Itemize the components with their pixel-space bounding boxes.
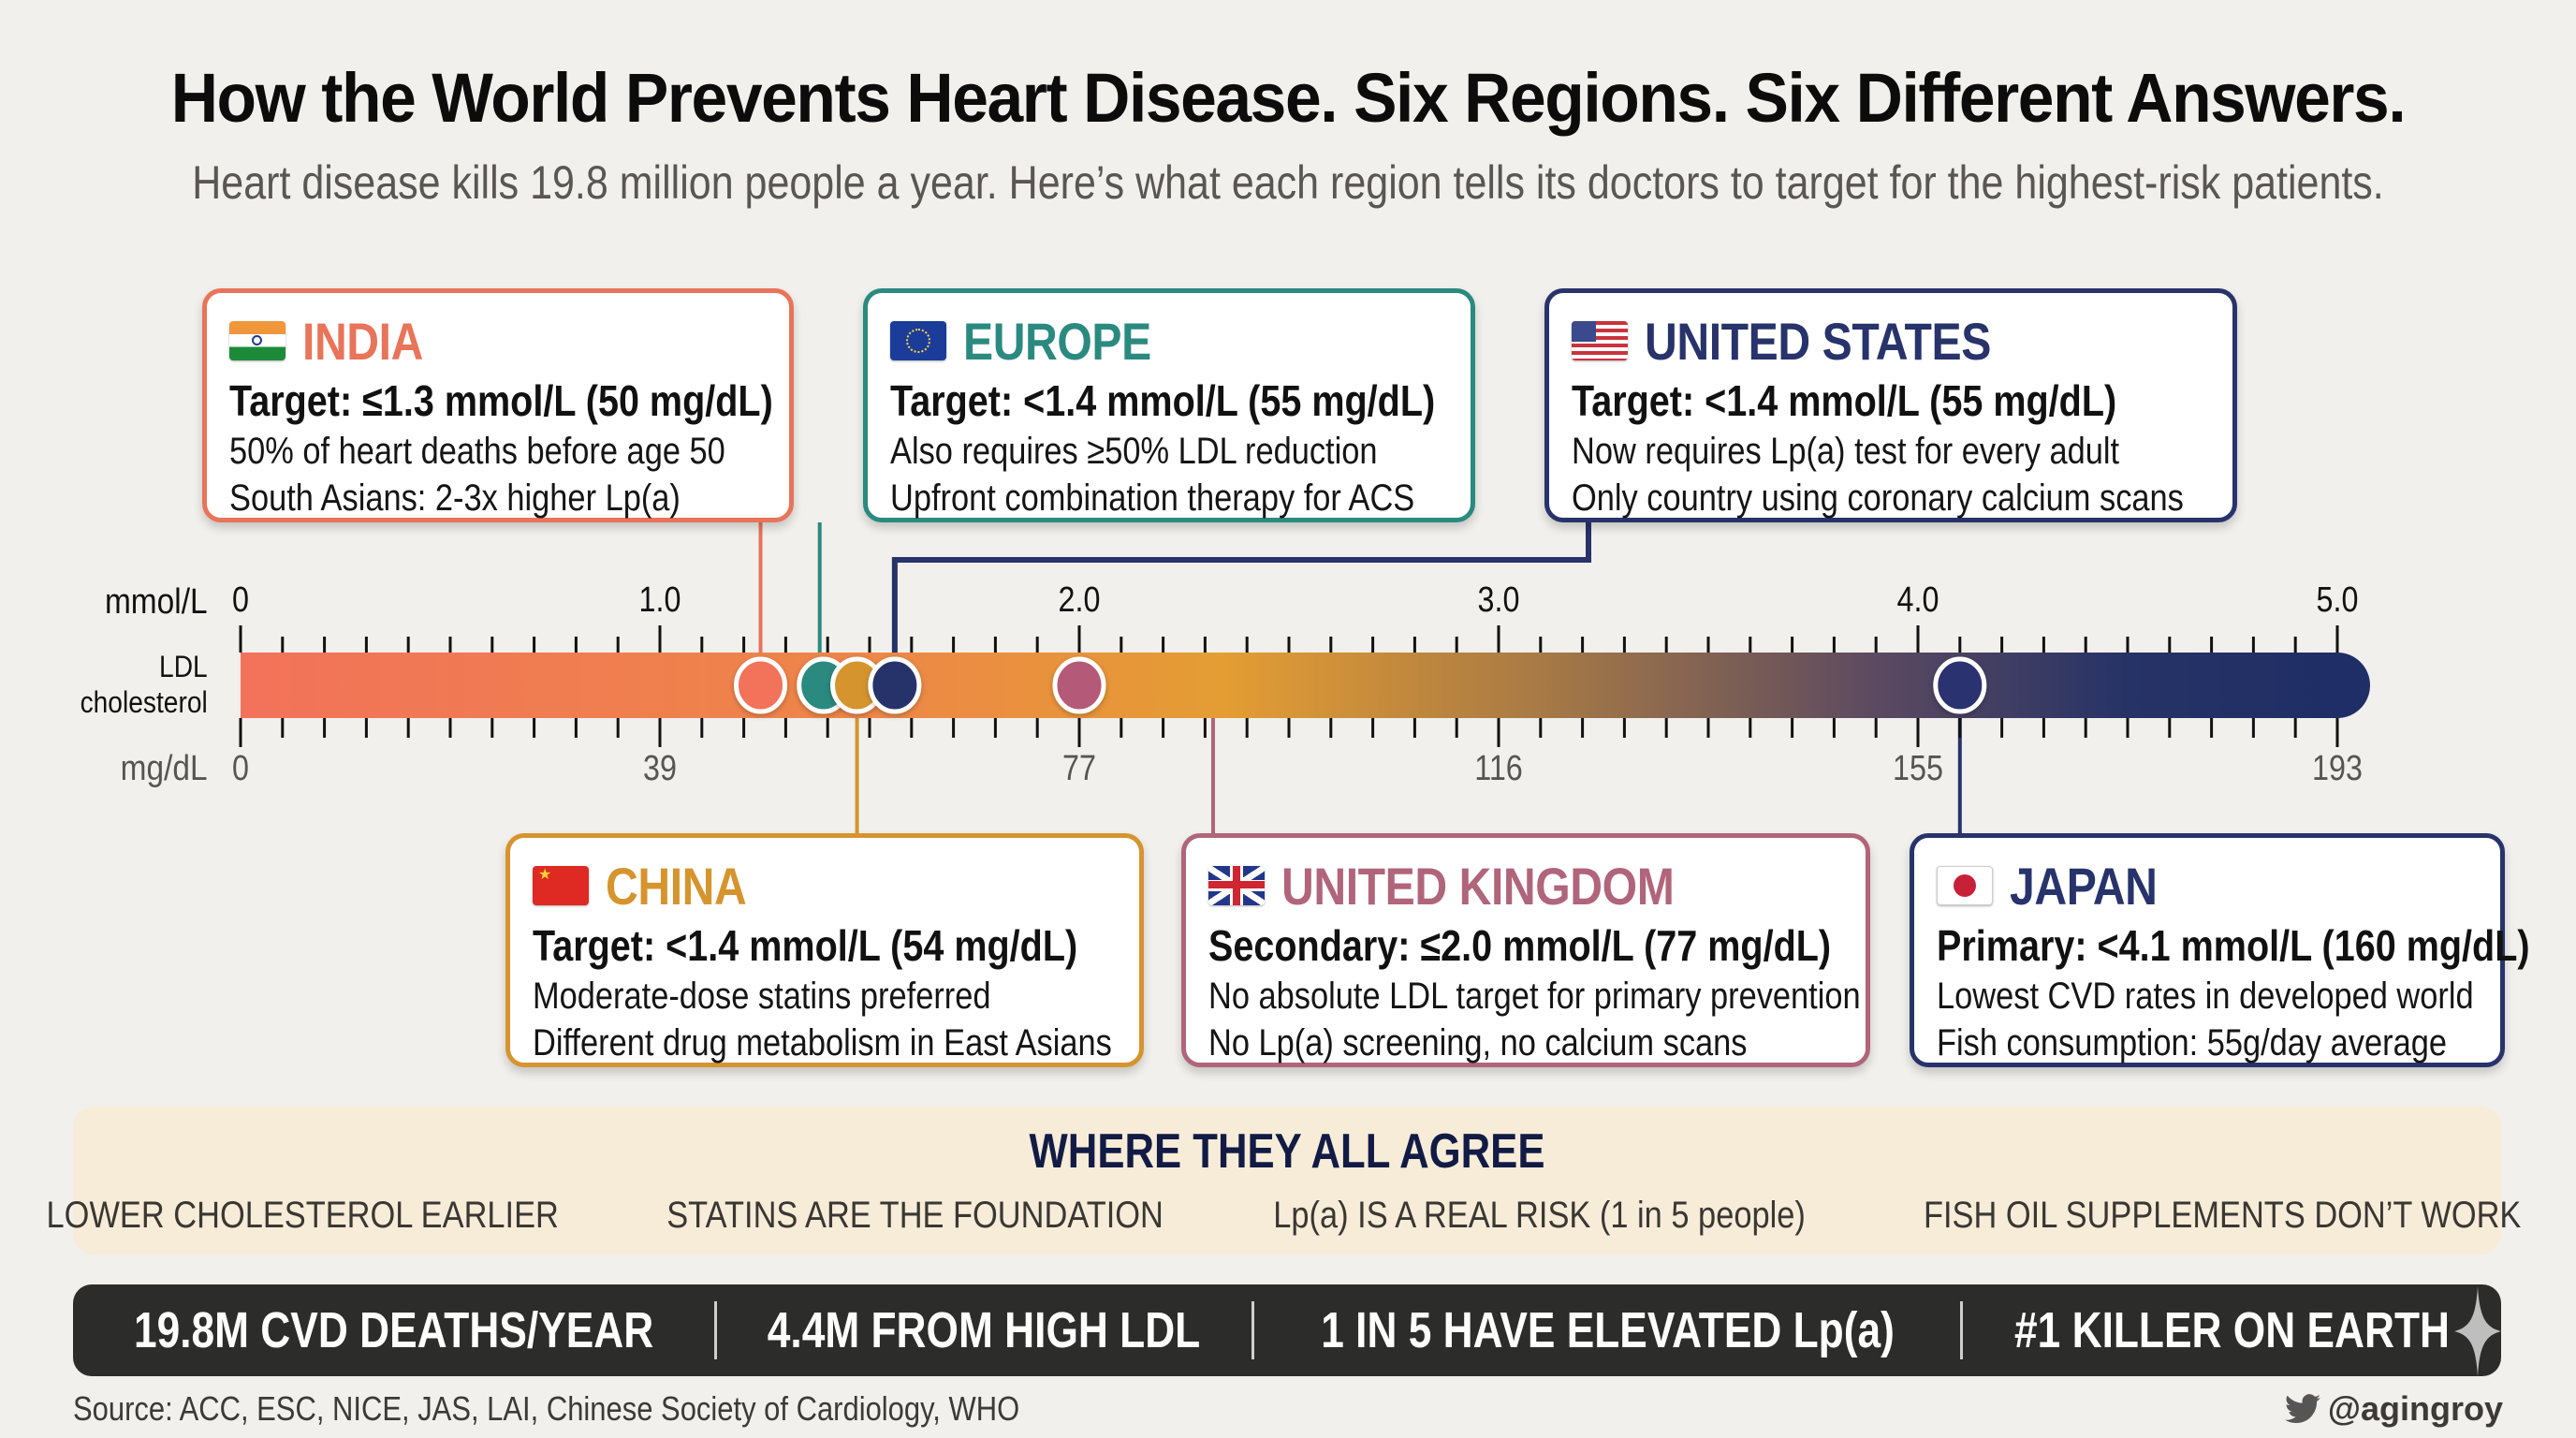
mmol-tick-label: 3.0 [1477,580,1520,620]
region-card-china: CHINA Target: <1.4 mmol/L (54 mg/dL) Mod… [505,833,1144,1067]
region-card-united-kingdom: UNITED KINGDOM Secondary: ≤2.0 mmol/L (7… [1181,833,1870,1067]
region-note: Now requires Lp(a) test for every adult [1572,431,2120,472]
divider [1251,1301,1254,1359]
mgdl-tick-label: 39 [643,749,677,788]
handle-text: @agingroy [2327,1389,2503,1428]
region-note: No Lp(a) screening, no calcium scans [1208,1022,1748,1064]
bar-label-ldl: LDL [159,650,208,683]
uk-flag-icon [1208,866,1265,905]
social-handle[interactable]: @agingroy [2284,1389,2503,1429]
agreement-item: STATINS ARE THE FOUNDATION [666,1194,1164,1236]
region-target: Target: <1.4 mmol/L (55 mg/dL) [890,376,1436,425]
marker-india [734,656,788,714]
japan-flag-icon [1937,866,1993,905]
page-subtitle: Heart disease kills 19.8 million people … [192,156,2384,209]
page-title: How the World Prevents Heart Disease. Si… [170,59,2407,137]
region-name: UNITED STATES [1645,311,1991,371]
marker-united-states [868,656,922,714]
mmol-unit-label: mmol/L [105,582,208,622]
region-name: JAPAN [2010,856,2158,916]
marker-europe [797,656,851,714]
mgdl-tick-label: 0 [232,749,249,788]
region-card-india: INDIA Target: ≤1.3 mmol/L (50 mg/dL) 50%… [202,288,794,522]
mgdl-tick-label: 193 [2312,749,2363,788]
region-name: UNITED KINGDOM [1281,856,1675,916]
sparkle-icon [2454,1286,2501,1376]
region-target: Target: <1.4 mmol/L (54 mg/dL) [533,921,1078,970]
region-card-japan: JAPAN Primary: <4.1 mmol/L (160 mg/dL) L… [1910,833,2530,1067]
region-note: Also requires ≥50% LDL reduction [890,431,1378,472]
stats-strip: 19.8M CVD DEATHS/YEAR 4.4M FROM HIGH LDL… [73,1284,2501,1376]
marker-china [830,656,885,714]
china-flag-icon [533,866,589,905]
region-note: Moderate-dose statins preferred [533,976,991,1017]
bar-label-cholesterol: cholesterol [80,685,208,719]
region-note: Fish consumption: 55g/day average [1937,1022,2447,1064]
region-target: Target: <1.4 mmol/L (55 mg/dL) [1572,376,2117,425]
source-note: Source: ACC, ESC, NICE, JAS, LAI, Chines… [73,1389,1020,1428]
mgdl-tick-label: 155 [1893,749,1943,788]
mmol-tick-label: 5.0 [2316,580,2359,620]
region-note: South Asians: 2-3x higher Lp(a) [229,477,681,519]
mgdl-tick-label: 116 [1474,749,1523,788]
region-note: Only country using coronary calcium scan… [1572,477,2184,519]
region-note: Different drug metabolism in East Asians [533,1022,1112,1064]
mgdl-tick-label: 77 [1062,749,1096,788]
stat-item: #1 KILLER ON EARTH [2014,1302,2451,1358]
region-card-united-states: UNITED STATES Target: <1.4 mmol/L (55 mg… [1544,288,2237,522]
twitter-bird-icon [2284,1394,2320,1424]
divider [713,1301,717,1359]
eu-flag-icon [890,321,946,360]
agreement-item: FISH OIL SUPPLEMENTS DON’T WORK [1924,1194,2522,1236]
region-note: Upfront combination therapy for ACS [890,477,1415,519]
region-target: Primary: <4.1 mmol/L (160 mg/dL) [1937,921,2530,970]
region-target: Secondary: ≤2.0 mmol/L (77 mg/dL) [1208,921,1832,970]
region-name: EUROPE [963,311,1151,371]
agreement-item: Lp(a) IS A REAL RISK (1 in 5 people) [1273,1194,1806,1236]
bar-end-cap [2300,653,2370,718]
region-card-europe: EUROPE Target: <1.4 mmol/L (55 mg/dL) Al… [863,288,1475,522]
agreement-title: WHERE THEY ALL AGREE [1029,1124,1545,1179]
stat-item: 4.4M FROM HIGH LDL [768,1302,1201,1358]
india-flag-icon [229,321,285,360]
marker-japan [1933,656,1987,714]
us-flag-icon [1572,321,1628,360]
mmol-tick-label: 1.0 [638,580,681,620]
divider [1960,1301,1964,1359]
agreement-panel: WHERE THEY ALL AGREE LOWER CHOLESTEROL E… [46,1107,2522,1255]
stat-item: 19.8M CVD DEATHS/YEAR [133,1302,653,1358]
mmol-tick-label: 0 [232,580,249,620]
region-target: Target: ≤1.3 mmol/L (50 mg/dL) [229,376,773,425]
region-name: INDIA [302,311,423,371]
region-name: CHINA [606,856,747,916]
mgdl-unit-label: mg/dL [121,749,208,788]
mmol-tick-label: 2.0 [1058,580,1101,620]
region-note: No absolute LDL target for primary preve… [1208,976,1861,1017]
marker-united-kingdom [1052,656,1106,714]
mmol-tick-label: 4.0 [1896,580,1939,620]
region-note: Lowest CVD rates in developed world [1937,976,2474,1017]
stat-item: 1 IN 5 HAVE ELEVATED Lp(a) [1320,1302,1895,1358]
agreement-item: LOWER CHOLESTEROL EARLIER [46,1194,559,1236]
region-note: 50% of heart deaths before age 50 [229,431,725,472]
ldl-gradient-bar [241,653,2333,718]
